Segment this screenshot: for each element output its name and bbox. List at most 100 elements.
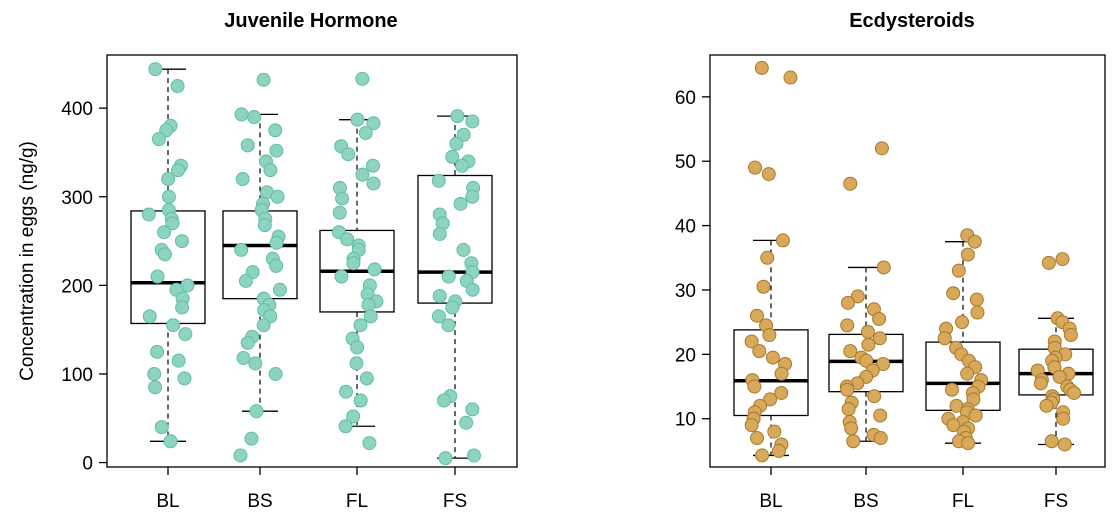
data-point (967, 234, 982, 249)
chart-title: Juvenile Hormone (224, 10, 397, 32)
data-point (247, 110, 262, 125)
y-axis-label: Concentration in eggs (ng/g) (17, 141, 38, 381)
data-point (148, 62, 163, 77)
iqr-box (417, 174, 493, 304)
data-point (349, 356, 364, 371)
data-point (353, 393, 368, 408)
data-point (234, 107, 249, 122)
data-point (1044, 434, 1059, 449)
data-point (150, 269, 165, 284)
data-point (861, 337, 876, 352)
data-point (455, 158, 470, 173)
data-point (850, 289, 865, 304)
points-BL (744, 60, 798, 463)
data-point (432, 226, 447, 241)
data-point (752, 344, 767, 359)
data-point (163, 434, 178, 449)
x-tick-label: FL (952, 491, 974, 512)
data-point (754, 60, 769, 75)
data-point (765, 350, 780, 365)
data-point (840, 295, 855, 310)
data-point (431, 309, 446, 324)
data-point (366, 116, 381, 131)
data-point (268, 123, 283, 138)
data-point (175, 300, 190, 315)
data-point (459, 415, 474, 430)
data-point (346, 256, 361, 271)
data-point (350, 112, 365, 127)
data-point (846, 434, 861, 449)
data-point (771, 443, 786, 458)
data-point (467, 448, 482, 463)
data-point (1057, 437, 1072, 452)
data-point (355, 71, 370, 86)
box-FS (417, 115, 493, 459)
data-point (256, 72, 271, 87)
data-point (744, 334, 759, 349)
data-point (750, 431, 765, 446)
plot-frame (709, 54, 1106, 468)
data-point (873, 431, 888, 446)
data-point (338, 419, 353, 434)
data-point (860, 324, 875, 339)
data-point (234, 242, 249, 257)
data-point (453, 196, 468, 211)
juvenile-hormone-panel: Juvenile Hormone Concentration in eggs (n… (17, 10, 518, 512)
x-tick-label: BS (853, 491, 878, 512)
data-point (340, 232, 355, 247)
plot-frame (106, 54, 518, 468)
data-point (840, 318, 855, 333)
data-point (774, 366, 789, 381)
data-point (174, 234, 189, 249)
x-tick-label: BL (156, 491, 179, 512)
data-point (244, 431, 259, 446)
data-point (341, 147, 356, 162)
data-point (335, 191, 350, 206)
data-point (178, 327, 193, 342)
data-point (1041, 255, 1056, 270)
data-point (148, 380, 163, 395)
data-point (431, 173, 446, 188)
data-point (775, 233, 790, 248)
y-tick-label: 30 (675, 281, 696, 302)
data-point (154, 420, 169, 435)
data-point (161, 172, 176, 187)
data-point (151, 132, 166, 147)
y-tick-label: 100 (61, 365, 93, 386)
data-point (235, 172, 250, 187)
data-point (747, 379, 762, 394)
data-point (432, 288, 447, 303)
data-point (456, 242, 471, 257)
data-point (332, 205, 347, 220)
data-point (844, 421, 859, 436)
data-point (1055, 252, 1070, 267)
data-point (968, 408, 983, 423)
data-point (840, 382, 855, 397)
y-tick-label: 40 (675, 217, 696, 238)
data-point (157, 247, 172, 262)
data-point (233, 448, 248, 463)
data-point (263, 163, 278, 178)
data-point (450, 109, 465, 124)
y-tick-label: 200 (61, 276, 93, 297)
data-point (449, 136, 464, 151)
data-point (350, 340, 365, 355)
data-point (955, 315, 970, 330)
data-point (756, 279, 771, 294)
data-point (1056, 411, 1071, 426)
data-point (748, 160, 763, 175)
data-point (363, 309, 378, 324)
data-point (946, 418, 961, 433)
data-point (761, 167, 776, 182)
data-point (362, 436, 377, 451)
data-point (465, 189, 480, 204)
data-point (1063, 328, 1078, 343)
data-point (365, 158, 380, 173)
data-point (334, 269, 349, 284)
data-point (346, 409, 361, 424)
data-point (441, 318, 456, 333)
data-point (961, 436, 976, 451)
data-point (749, 308, 764, 323)
x-tick-label: BL (759, 491, 782, 512)
